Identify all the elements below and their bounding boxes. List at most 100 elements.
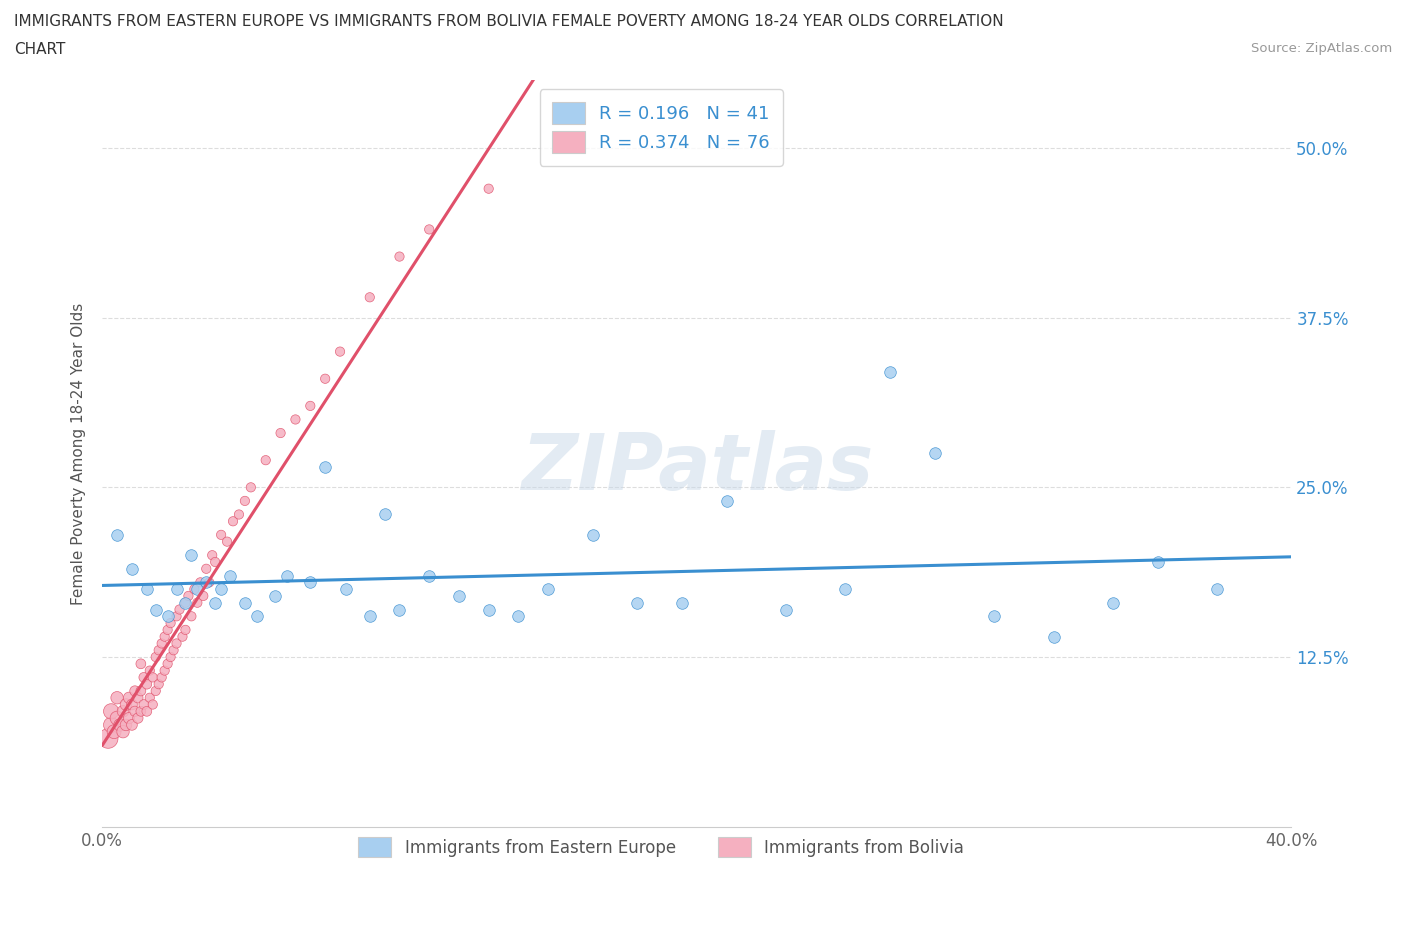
Point — [124, 684, 146, 698]
Point — [270, 426, 292, 441]
Point — [121, 562, 143, 577]
Point — [127, 690, 149, 705]
Point — [100, 704, 122, 719]
Point — [166, 581, 188, 596]
Point — [233, 494, 256, 509]
Point — [166, 609, 188, 624]
Point — [111, 724, 134, 739]
Point — [139, 663, 162, 678]
Legend: Immigrants from Eastern Europe, Immigrants from Bolivia: Immigrants from Eastern Europe, Immigran… — [344, 824, 977, 870]
Text: IMMIGRANTS FROM EASTERN EUROPE VS IMMIGRANTS FROM BOLIVIA FEMALE POVERTY AMONG 1: IMMIGRANTS FROM EASTERN EUROPE VS IMMIGR… — [14, 14, 1004, 29]
Point — [217, 534, 239, 549]
Point — [145, 649, 167, 664]
Point — [174, 595, 197, 610]
Point — [105, 527, 128, 542]
Point — [148, 643, 170, 658]
Point — [105, 690, 128, 705]
Point — [177, 589, 200, 604]
Point — [145, 602, 167, 617]
Point — [153, 663, 176, 678]
Point — [388, 602, 411, 617]
Point — [100, 717, 122, 732]
Point — [166, 636, 188, 651]
Point — [162, 643, 184, 658]
Point — [228, 507, 250, 522]
Point — [246, 609, 269, 624]
Point — [198, 575, 221, 590]
Point — [284, 412, 307, 427]
Point — [150, 636, 173, 651]
Point — [1042, 630, 1064, 644]
Point — [983, 609, 1005, 624]
Point — [359, 609, 381, 624]
Point — [626, 595, 648, 610]
Point — [418, 568, 440, 583]
Point — [582, 527, 605, 542]
Point — [186, 581, 208, 596]
Point — [204, 595, 226, 610]
Point — [159, 616, 181, 631]
Point — [159, 649, 181, 664]
Point — [129, 657, 152, 671]
Point — [132, 670, 155, 684]
Point — [148, 677, 170, 692]
Point — [135, 581, 157, 596]
Point — [879, 365, 901, 379]
Point — [478, 181, 501, 196]
Point — [188, 575, 211, 590]
Point — [233, 595, 256, 610]
Point — [209, 527, 232, 542]
Point — [135, 677, 157, 692]
Point — [209, 581, 232, 596]
Point — [1146, 554, 1168, 569]
Point — [329, 344, 352, 359]
Text: Source: ZipAtlas.com: Source: ZipAtlas.com — [1251, 42, 1392, 55]
Point — [299, 575, 322, 590]
Point — [447, 589, 470, 604]
Point — [195, 562, 218, 577]
Point — [834, 581, 856, 596]
Point — [124, 704, 146, 719]
Point — [172, 630, 194, 644]
Point — [508, 609, 530, 624]
Point — [335, 581, 357, 596]
Point — [239, 480, 262, 495]
Point — [775, 602, 797, 617]
Point — [103, 724, 125, 739]
Point — [135, 704, 157, 719]
Point — [142, 698, 165, 712]
Point — [551, 134, 574, 149]
Point — [195, 575, 218, 590]
Point — [111, 704, 134, 719]
Point — [537, 581, 560, 596]
Point — [115, 698, 138, 712]
Point — [127, 711, 149, 725]
Point — [1102, 595, 1125, 610]
Point — [108, 717, 131, 732]
Point — [118, 711, 141, 725]
Point — [388, 249, 411, 264]
Point — [219, 568, 242, 583]
Point — [299, 398, 322, 413]
Point — [129, 704, 152, 719]
Point — [276, 568, 298, 583]
Point — [129, 684, 152, 698]
Point — [254, 453, 277, 468]
Text: CHART: CHART — [14, 42, 66, 57]
Point — [121, 698, 143, 712]
Point — [174, 595, 197, 610]
Point — [314, 459, 336, 474]
Point — [156, 609, 179, 624]
Point — [418, 222, 440, 237]
Point — [263, 589, 285, 604]
Point — [180, 609, 202, 624]
Point — [142, 670, 165, 684]
Point — [153, 630, 176, 644]
Point — [150, 670, 173, 684]
Point — [169, 602, 191, 617]
Point — [204, 554, 226, 569]
Point — [139, 690, 162, 705]
Point — [97, 731, 120, 746]
Point — [180, 548, 202, 563]
Point — [359, 290, 381, 305]
